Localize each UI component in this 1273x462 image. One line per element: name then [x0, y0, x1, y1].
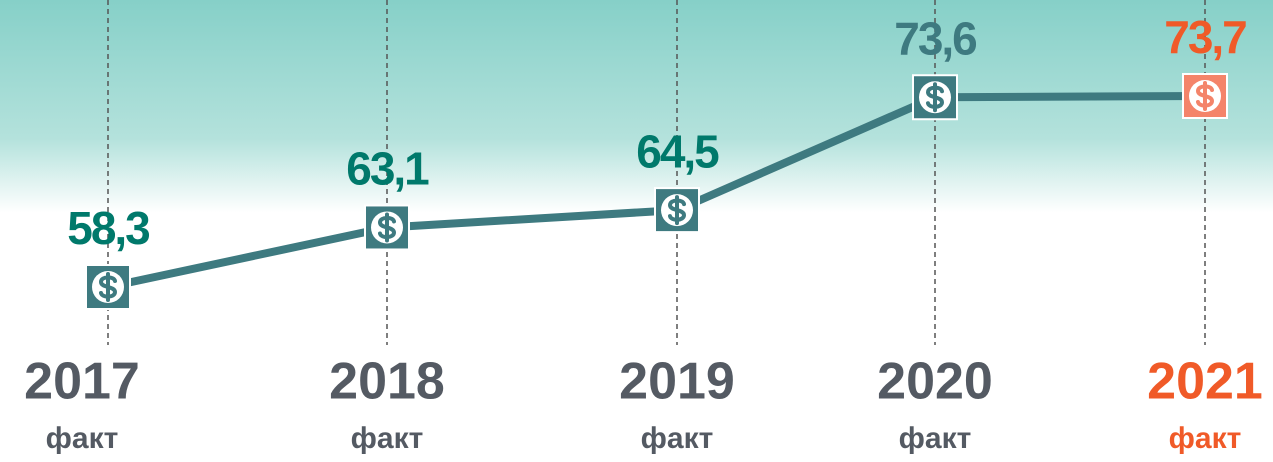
value-label: 73,7 [1164, 11, 1246, 63]
value-label: 58,3 [67, 202, 149, 254]
x-sublabel: факт [1169, 422, 1242, 455]
x-tick-label: 2019 [619, 353, 735, 411]
x-tick-label: 2020 [877, 353, 993, 411]
dollar-icon [925, 82, 945, 113]
x-tick-label: 2018 [329, 353, 445, 411]
x-sublabel: факт [641, 422, 714, 455]
marker [364, 204, 410, 251]
x-sublabel: факт [46, 422, 119, 455]
marker [912, 74, 958, 121]
value-label: 73,6 [894, 12, 976, 64]
marker [85, 264, 131, 310]
marker [1182, 73, 1228, 119]
dollar-icon [98, 272, 118, 302]
x-sublabel: факт [351, 422, 424, 455]
x-sublabel: факт [899, 422, 972, 455]
x-tick-label: 2021 [1147, 353, 1263, 411]
x-tick-label: 2017 [24, 353, 140, 411]
value-label: 64,5 [636, 125, 719, 177]
marker [654, 187, 700, 234]
value-label: 63,1 [346, 143, 429, 195]
dollar-icon [1195, 81, 1215, 111]
dollar-icon [377, 212, 397, 243]
dollar-icon [667, 195, 687, 226]
